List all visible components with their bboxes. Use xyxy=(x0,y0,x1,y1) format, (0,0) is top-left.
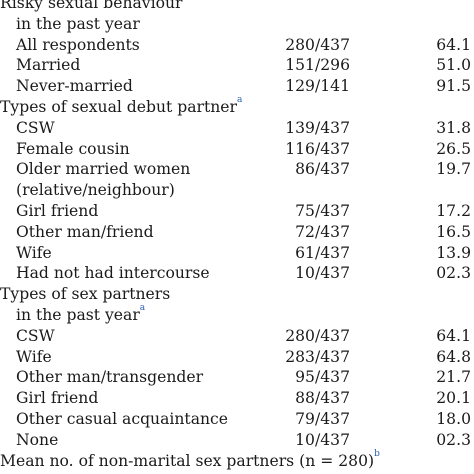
table-row: Girl friend 75/437 17.2 xyxy=(0,201,474,222)
count-cell: 88/437 xyxy=(295,389,350,408)
percent-cell: 51.0 xyxy=(436,56,471,75)
table-row: CSW 280/437 64.1 xyxy=(0,326,474,347)
percent-cell: 16.5 xyxy=(436,222,471,241)
row-label: Types of sex partners xyxy=(0,285,171,304)
table-row: (relative/neighbour) xyxy=(0,180,474,201)
table-row: Other casual acquaintance 79/437 18.0 xyxy=(0,409,474,430)
row-label: Mean no. of non-marital sex partners (n … xyxy=(0,448,380,470)
percent-cell: 64.1 xyxy=(436,326,471,345)
table-row: Female cousin 116/437 26.5 xyxy=(0,139,474,160)
row-label: (relative/neighbour) xyxy=(16,181,175,200)
row-label: Older married women xyxy=(16,160,191,179)
percent-cell: 17.2 xyxy=(436,201,471,220)
row-label: CSW xyxy=(16,326,55,345)
table-row: Wife 61/437 13.9 xyxy=(0,243,474,264)
table-row: All respondents 280/437 64.1 xyxy=(0,35,474,56)
table-row: in the past yeara xyxy=(0,302,474,326)
table-row: Types of sex partners xyxy=(0,284,474,305)
percent-cell: 21.7 xyxy=(436,368,471,387)
footnote-marker: a xyxy=(237,94,243,105)
footnote-marker: b xyxy=(374,448,380,459)
table-row: Types of sexual debut partnera xyxy=(0,94,474,118)
table-row: Mean no. of non-marital sex partners (n … xyxy=(0,448,474,472)
count-cell: 75/437 xyxy=(295,201,350,220)
row-label: Other casual acquaintance xyxy=(16,409,229,428)
row-label: CSW xyxy=(16,118,55,137)
count-cell: 280/437 xyxy=(285,326,350,345)
count-cell: 280/437 xyxy=(285,35,350,54)
table-row: Risky sexual behaviour xyxy=(0,0,474,14)
table-row: Other man/friend 72/437 16.5 xyxy=(0,222,474,243)
count-cell: 129/141 xyxy=(285,77,350,96)
row-label: Other man/friend xyxy=(16,222,154,241)
table-row: Married 151/296 51.0 xyxy=(0,55,474,76)
table-row: Had not had intercourse 10/437 02.3 xyxy=(0,263,474,284)
row-label: Girl friend xyxy=(16,389,99,408)
footnote-marker: a xyxy=(139,302,146,313)
count-cell: 10/437 xyxy=(295,264,350,283)
percent-cell: 20.1 xyxy=(436,389,471,408)
row-label: Wife xyxy=(16,347,52,366)
count-cell: 61/437 xyxy=(295,243,350,262)
percent-cell: 64.1 xyxy=(436,35,471,54)
percent-cell: 19.7 xyxy=(436,160,471,179)
row-label: None xyxy=(16,430,59,449)
table-row: in the past year xyxy=(0,14,474,35)
table-row: Girl friend 88/437 20.1 xyxy=(0,388,474,409)
percent-cell: 02.3 xyxy=(436,430,471,449)
count-cell: 116/437 xyxy=(285,139,350,158)
table-row: CSW 139/437 31.8 xyxy=(0,118,474,139)
row-label: Wife xyxy=(16,243,52,262)
count-cell: 151/296 xyxy=(285,56,350,75)
row-label: in the past yeara xyxy=(16,302,146,324)
count-cell: 139/437 xyxy=(285,118,350,137)
count-cell: 10/437 xyxy=(295,430,350,449)
row-label: Risky sexual behaviour xyxy=(0,0,183,12)
count-cell: 72/437 xyxy=(295,222,350,241)
percent-cell: 02.3 xyxy=(436,264,471,283)
percent-cell: 31.8 xyxy=(436,118,471,137)
row-label: Types of sexual debut partnera xyxy=(0,94,243,116)
row-label: Never-married xyxy=(16,77,133,96)
percent-cell: 91.5 xyxy=(436,77,471,96)
count-cell: 283/437 xyxy=(285,347,350,366)
table-row: Never-married 129/141 91.5 xyxy=(0,76,474,97)
row-label: All respondents xyxy=(16,35,140,54)
percent-cell: 26.5 xyxy=(436,139,471,158)
table-row: None 10/437 02.3 xyxy=(0,430,474,451)
percent-cell: 13.9 xyxy=(436,243,471,262)
row-label: Female cousin xyxy=(16,139,130,158)
table-row: Wife 283/437 64.8 xyxy=(0,347,474,368)
row-label: Other man/transgender xyxy=(16,368,204,387)
count-cell: 95/437 xyxy=(295,368,350,387)
percent-cell: 64.8 xyxy=(436,347,471,366)
table-row: Older married women 86/437 19.7 xyxy=(0,159,474,180)
table-row: Other man/transgender 95/437 21.7 xyxy=(0,367,474,388)
count-cell: 79/437 xyxy=(295,409,350,428)
row-label: Married xyxy=(16,56,81,75)
count-cell: 86/437 xyxy=(295,160,350,179)
percent-cell: 18.0 xyxy=(436,409,471,428)
row-label: Girl friend xyxy=(16,201,99,220)
row-label: Had not had intercourse xyxy=(16,264,210,283)
row-label: in the past year xyxy=(16,14,140,33)
